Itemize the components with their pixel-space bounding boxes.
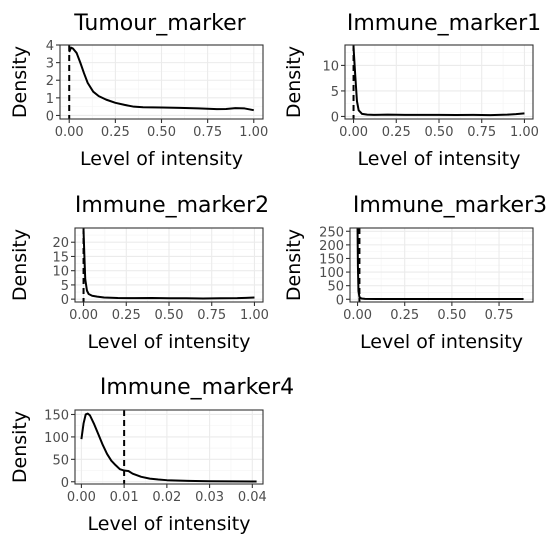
x-tick-label: 0.50 [155,308,184,323]
y-axis-title: Density [9,229,31,301]
density-panel-1: 0.00 0.25 0.50 0.75 1.00 0 1 2 3 4 Tumour_marker Le… [9,11,268,170]
y-tick-label: 100 [44,431,69,446]
x-tick-label: 0.00 [67,490,96,505]
x-axis-title: Level of intensity [360,331,523,353]
y-tick-label: 250 [319,225,344,240]
panel-title: Immune_marker2 [75,193,269,218]
density-curve [352,47,525,117]
x-tick-label: 0.02 [152,490,181,505]
y-tick-label: 0 [336,293,344,308]
y-axis-title: Density [283,229,305,301]
y-axis-title: Density [9,46,31,118]
y-tick-label: 100 [319,266,344,281]
y-tick-label: 0 [331,110,339,125]
panel-title: Immune_marker3 [353,193,547,218]
x-tick-label: 0.50 [147,125,176,140]
y-tick-label: 20 [52,236,69,251]
y-tick-label: 50 [52,453,69,468]
y-tick-label: 150 [319,252,344,267]
y-tick-label: 5 [331,85,339,100]
density-curve [68,46,254,112]
y-tick-label: 5 [61,279,69,294]
panel-title: Tumour_marker [73,11,246,36]
panel-border [349,227,534,303]
x-tick-label: 0.01 [110,490,139,505]
x-tick-label: 1.00 [239,125,268,140]
y-tick-label: 0 [61,476,69,491]
grid-lines [345,45,533,119]
x-tick-label: 0.00 [69,308,98,323]
x-tick-label: 0.75 [485,308,514,323]
y-tick-label: 0 [61,293,69,308]
x-tick-label: 1.00 [510,125,539,140]
x-axis-title: Level of intensity [80,148,243,170]
x-tick-label: 1.00 [240,308,269,323]
y-tick-label: 10 [322,59,339,74]
x-tick-label: 0.00 [343,308,372,323]
y-tick-label: 3 [46,57,54,72]
panel-border [74,409,264,485]
x-tick-label: 0.25 [112,308,141,323]
y-tick-label: 4 [46,39,54,54]
density-panels: 0.00 0.25 0.50 0.75 1.00 0 1 2 3 4 Tumour_marker Le… [9,11,547,535]
x-tick-label: 0.75 [193,125,222,140]
panel-title: Immune_marker1 [347,11,541,36]
density-curve [356,228,524,301]
density-curve [80,412,257,483]
x-tick-label: 0.00 [55,125,84,140]
y-axis-title: Density [283,46,305,118]
density-curve [82,230,255,300]
y-tick-label: 1 [46,92,54,107]
x-tick-label: 0.03 [195,490,224,505]
y-tick-label: 200 [319,239,344,254]
y-axis-title: Density [9,411,31,483]
x-tick-label: 0.75 [197,308,226,323]
y-tick-label: 150 [44,408,69,423]
x-tick-label: 0.50 [425,125,454,140]
y-tick-label: 50 [327,280,344,295]
x-axis-title: Level of intensity [88,331,251,353]
density-panel-2: 0.00 0.25 0.50 0.75 1.00 0 5 10 Immune_marker1 Le… [283,11,541,170]
x-tick-label: 0.04 [238,490,267,505]
x-axis-title: Level of intensity [358,148,521,170]
x-tick-label: 0.00 [339,125,368,140]
grid-lines [75,228,263,302]
x-tick-label: 0.25 [101,125,130,140]
density-panel-5: 0.00 0.01 0.02 0.03 0.04 0 50 100 150 Immune_mark… [9,375,294,535]
y-tick-label: 15 [52,250,69,265]
x-tick-label: 0.50 [437,308,466,323]
x-axis-title: Level of intensity [88,513,251,535]
y-tick-label: 0 [46,109,54,124]
y-tick-label: 2 [46,74,54,89]
x-tick-label: 0.25 [382,125,411,140]
x-tick-label: 0.75 [467,125,496,140]
panel-background [75,410,263,484]
panel-title: Immune_marker4 [100,375,294,400]
y-tick-label: 10 [52,265,69,280]
x-tick-label: 0.25 [390,308,419,323]
